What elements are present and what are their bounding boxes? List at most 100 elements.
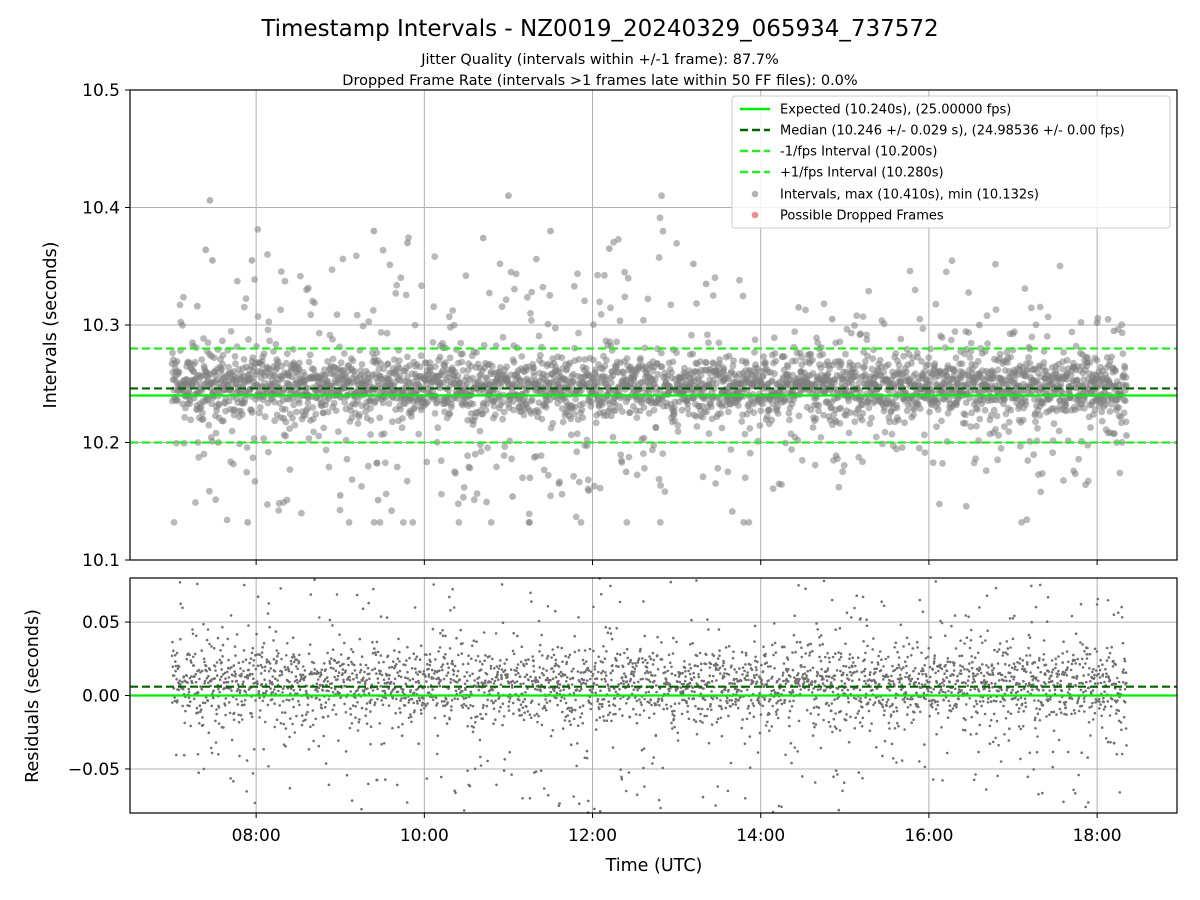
residual-point <box>295 658 299 662</box>
residual-point <box>366 687 369 690</box>
residual-point <box>585 749 589 753</box>
residual-point <box>275 718 279 721</box>
residual-point <box>610 719 613 723</box>
interval-point <box>876 356 884 364</box>
interval-point <box>251 478 259 485</box>
residual-point <box>586 679 589 682</box>
residual-point <box>483 659 486 662</box>
residual-point <box>284 745 287 748</box>
residual-point <box>210 704 213 708</box>
residual-point <box>599 592 603 596</box>
interval-point <box>438 490 445 498</box>
residual-point <box>380 743 383 746</box>
interval-point <box>476 427 484 435</box>
residual-point <box>213 665 217 668</box>
residual-point <box>503 758 507 761</box>
interval-point <box>684 400 692 408</box>
residual-point <box>212 689 215 692</box>
interval-point <box>336 492 344 499</box>
residual-point <box>256 595 260 598</box>
residual-point <box>256 664 260 668</box>
residual-point <box>208 642 211 646</box>
residual-point <box>227 658 230 662</box>
interval-point <box>282 418 290 426</box>
interval-point <box>483 400 491 408</box>
residual-point <box>439 679 443 682</box>
interval-point <box>516 376 524 384</box>
interval-point <box>577 519 585 526</box>
residual-point <box>349 690 353 693</box>
residual-point <box>226 637 229 641</box>
interval-point <box>1023 516 1031 524</box>
residual-point <box>200 649 203 652</box>
residual-point <box>245 759 249 762</box>
residual-point <box>367 601 371 605</box>
residual-point <box>409 713 412 716</box>
interval-point <box>925 354 933 362</box>
interval-point <box>1050 420 1058 428</box>
interval-point <box>240 356 248 363</box>
residual-point <box>609 671 613 675</box>
residual-point <box>414 671 418 674</box>
interval-point <box>483 498 490 506</box>
residual-point <box>215 661 219 664</box>
residual-point <box>486 698 490 702</box>
residual-point <box>317 744 321 748</box>
residual-point <box>216 636 220 640</box>
residual-point <box>214 719 217 723</box>
interval-point <box>616 403 624 410</box>
residual-point <box>410 697 414 701</box>
residual-point <box>322 716 325 719</box>
residual-point <box>253 801 257 805</box>
residual-point <box>464 704 468 708</box>
interval-point <box>1093 356 1101 364</box>
residual-point <box>178 682 182 686</box>
interval-point <box>916 405 924 412</box>
residual-point <box>235 679 238 683</box>
interval-point <box>1068 328 1076 336</box>
interval-point <box>888 430 896 438</box>
interval-point <box>398 424 406 432</box>
interval-point <box>473 490 481 497</box>
residual-point <box>303 669 307 672</box>
residual-point <box>378 672 382 675</box>
residual-point <box>255 680 259 683</box>
interval-point <box>505 192 512 200</box>
interval-point <box>328 266 336 273</box>
interval-point <box>275 507 283 514</box>
residual-point <box>290 671 294 674</box>
interval-point <box>459 367 467 374</box>
interval-point <box>942 268 950 276</box>
interval-point <box>1025 354 1032 361</box>
residual-point <box>441 634 445 638</box>
interval-point <box>603 356 610 364</box>
residual-point <box>391 726 394 730</box>
residual-point <box>468 674 472 677</box>
interval-point <box>1028 333 1036 341</box>
interval-point <box>762 359 769 366</box>
interval-point <box>939 460 946 467</box>
residual-point <box>339 653 343 656</box>
interval-point <box>1112 367 1120 375</box>
residual-point <box>444 697 448 701</box>
residual-point <box>572 795 575 798</box>
residual-point <box>260 655 264 659</box>
interval-point <box>741 430 749 438</box>
residual-point <box>482 631 486 634</box>
residual-point <box>379 615 383 618</box>
residual-point <box>578 705 582 709</box>
residual-point <box>230 689 233 692</box>
residual-point <box>395 663 398 666</box>
residual-point <box>252 659 256 662</box>
interval-point <box>1005 418 1013 426</box>
interval-point <box>452 469 459 477</box>
residual-point <box>344 711 348 714</box>
residual-point <box>372 587 375 591</box>
residual-point <box>441 663 445 666</box>
interval-point <box>265 448 272 456</box>
residual-point <box>254 667 258 671</box>
residual-point <box>608 627 612 630</box>
interval-point <box>1077 319 1085 326</box>
interval-point <box>365 318 373 325</box>
residual-point <box>501 621 505 624</box>
